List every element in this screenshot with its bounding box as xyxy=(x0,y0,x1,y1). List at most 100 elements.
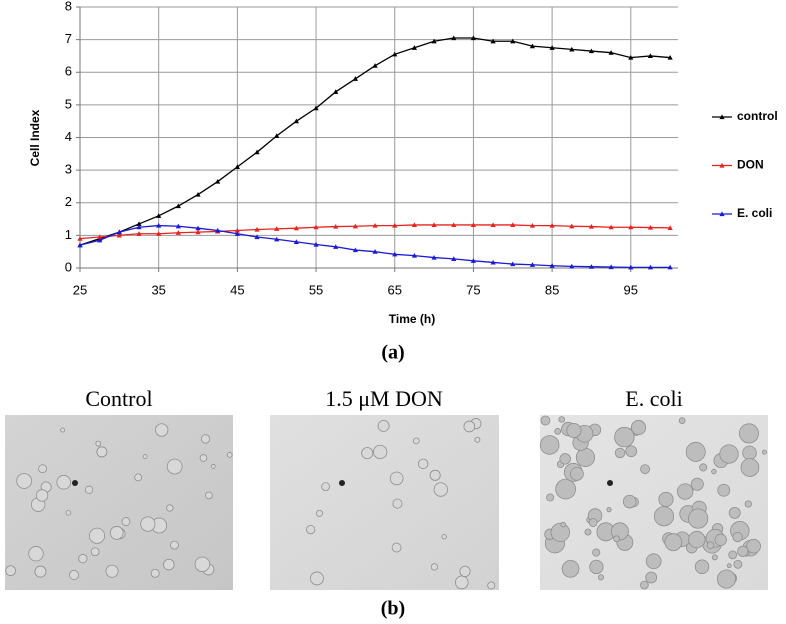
marker xyxy=(97,234,103,240)
marker xyxy=(529,262,536,267)
x-tick-label: 25 xyxy=(73,282,87,297)
cell xyxy=(150,568,160,578)
cell xyxy=(194,556,211,572)
marker xyxy=(569,46,575,52)
marker xyxy=(274,236,280,242)
cell xyxy=(645,571,658,584)
marker xyxy=(392,251,398,257)
cell xyxy=(550,522,570,542)
marker xyxy=(510,222,516,228)
marker xyxy=(411,253,418,258)
marker xyxy=(136,224,142,230)
x-tick-label: 75 xyxy=(466,282,480,297)
marker xyxy=(490,222,496,228)
x-tick-label: 45 xyxy=(230,282,244,297)
marker xyxy=(293,239,299,244)
cell xyxy=(742,445,757,461)
marker xyxy=(569,263,575,269)
cell xyxy=(170,540,179,550)
cell xyxy=(34,565,47,578)
cell xyxy=(540,415,551,426)
marker xyxy=(116,229,122,235)
cell xyxy=(732,531,743,543)
cell xyxy=(561,559,580,578)
cell xyxy=(412,437,420,445)
x-axis-label: Time (h) xyxy=(389,312,435,326)
marker xyxy=(195,191,201,197)
marker xyxy=(175,230,181,235)
marker xyxy=(254,226,260,232)
cell xyxy=(570,466,584,481)
marker xyxy=(333,89,339,94)
y-tick-label: 3 xyxy=(65,162,72,177)
cell xyxy=(315,509,323,517)
marker xyxy=(293,225,299,231)
cell xyxy=(589,559,604,575)
cell xyxy=(592,548,601,557)
marker xyxy=(333,223,339,229)
marker xyxy=(254,234,260,240)
series-line xyxy=(79,224,671,268)
cell xyxy=(746,538,761,554)
marker xyxy=(313,241,319,247)
legend-marker xyxy=(719,211,725,217)
marker xyxy=(529,222,536,228)
dark-spot xyxy=(72,480,78,486)
marker xyxy=(588,223,595,229)
micrograph: 1.5 μM DON xyxy=(270,386,499,590)
marker xyxy=(97,237,103,243)
marker xyxy=(490,38,496,44)
marker xyxy=(372,249,378,254)
cell xyxy=(109,526,124,540)
marker xyxy=(431,38,437,44)
marker xyxy=(529,43,536,49)
cell xyxy=(658,491,674,507)
cell xyxy=(65,510,72,516)
cell xyxy=(361,447,374,460)
marker xyxy=(667,54,673,60)
marker xyxy=(569,223,575,229)
cell xyxy=(555,478,576,500)
marker xyxy=(234,227,240,233)
cell xyxy=(140,516,156,532)
marker xyxy=(352,247,358,253)
cell xyxy=(35,489,49,502)
y-tick-label: 0 xyxy=(65,259,72,274)
cell xyxy=(166,458,183,475)
marker xyxy=(215,178,221,184)
marker xyxy=(195,225,201,231)
y-tick-label: 6 xyxy=(65,64,72,79)
cell xyxy=(653,506,675,527)
legend-label: E. coli xyxy=(737,206,772,220)
marker xyxy=(313,224,319,230)
cell xyxy=(606,507,612,513)
cell xyxy=(584,528,592,536)
marker xyxy=(156,222,162,228)
cell xyxy=(210,464,216,469)
cell xyxy=(716,569,736,589)
marker xyxy=(588,48,595,54)
x-tick-label: 95 xyxy=(624,282,638,297)
cell xyxy=(433,482,448,497)
cell xyxy=(588,518,598,527)
marker xyxy=(333,244,339,249)
marker xyxy=(510,38,516,44)
marker xyxy=(392,222,398,228)
cell xyxy=(28,546,44,562)
cell xyxy=(90,547,100,557)
cell xyxy=(546,493,555,502)
cell xyxy=(454,575,469,590)
cell xyxy=(558,416,565,423)
cell xyxy=(200,434,211,444)
cell xyxy=(678,417,686,424)
marker xyxy=(392,51,398,57)
marker xyxy=(470,35,477,41)
cell xyxy=(134,473,143,482)
cell xyxy=(630,419,647,436)
cell xyxy=(694,559,710,574)
image-label: E. coli xyxy=(625,386,682,411)
marker xyxy=(451,222,457,228)
marker xyxy=(136,231,142,236)
marker xyxy=(588,264,595,269)
